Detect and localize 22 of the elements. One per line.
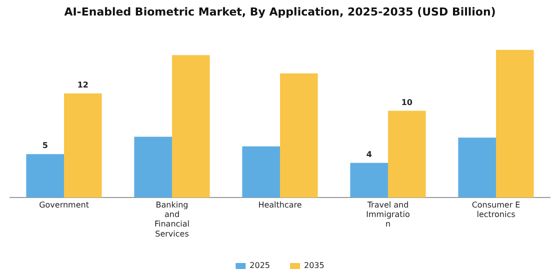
- bar: [242, 146, 280, 198]
- bar: [280, 73, 318, 198]
- bar: [64, 93, 102, 198]
- bar: [350, 162, 388, 198]
- x-tick-label: Consumer Electronics: [472, 200, 520, 220]
- data-label: 10: [401, 98, 413, 107]
- legend-label: 2025: [250, 261, 270, 270]
- bar: [134, 136, 172, 198]
- bar: [388, 110, 426, 198]
- data-label: 5: [42, 141, 48, 150]
- x-tick-label: Government: [39, 200, 89, 210]
- bar: [172, 55, 210, 198]
- x-tick-label: Healthcare: [258, 200, 302, 210]
- bar: [458, 138, 496, 198]
- x-tick-label: Travel and Immigration: [366, 200, 410, 229]
- bar: [496, 50, 534, 198]
- chart-title: AI-Enabled Biometric Market, By Application, 2025-2035 (USD Billion): [64, 5, 496, 18]
- data-label: 4: [366, 150, 372, 159]
- x-tick-label: Banking and Financial Services: [154, 200, 190, 238]
- legend-label: 2035: [304, 261, 324, 270]
- data-label: 12: [77, 80, 88, 90]
- bar: [26, 154, 64, 198]
